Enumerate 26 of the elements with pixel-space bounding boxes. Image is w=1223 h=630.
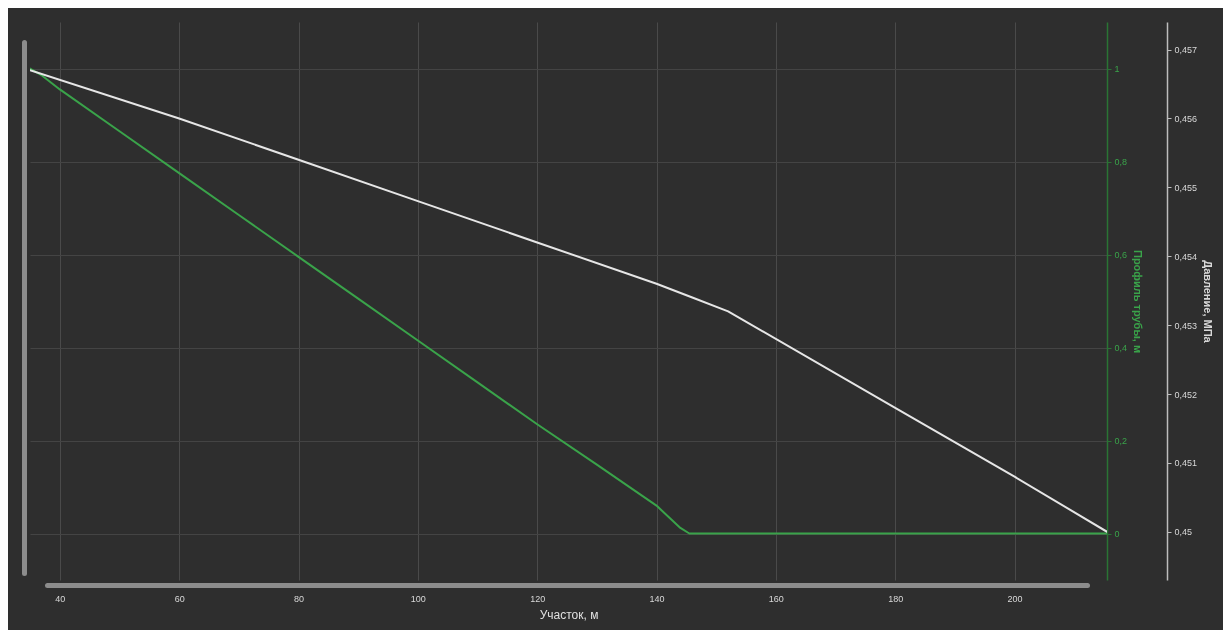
x-tick-label: 200 <box>1007 593 1023 604</box>
y2-tick-label: 0,456 <box>1174 113 1198 124</box>
x-tick-label: 100 <box>410 593 426 604</box>
y2-tick-label: 0,45 <box>1174 527 1193 538</box>
x-tick-label: 120 <box>530 593 546 604</box>
y2-tick-label: 0,453 <box>1174 320 1198 331</box>
x-tick-label: 160 <box>768 593 784 604</box>
x-tick-label: 80 <box>294 593 305 604</box>
y2-tick-label: 0,455 <box>1174 182 1198 193</box>
y2-tick-label: 0,457 <box>1174 45 1198 56</box>
y2-tick-label: 0,454 <box>1174 251 1198 262</box>
y2-tick-label: 0,451 <box>1174 458 1198 469</box>
y-tick-label: 0,4 <box>1114 343 1128 353</box>
y-axis-title: Профиль трубы, м <box>1132 249 1145 354</box>
x-axis-title: Участок, м <box>539 607 599 622</box>
y-tick-label: 0,6 <box>1114 250 1128 260</box>
y2-axis-title: Давление, МПа <box>1202 260 1215 344</box>
y2-tick-label: 0,452 <box>1174 389 1198 400</box>
y-tick-label: 0,8 <box>1114 157 1128 167</box>
x-tick-label: 60 <box>174 593 185 604</box>
y-tick-label: 0 <box>1114 529 1120 539</box>
y-tick-label: 0,2 <box>1114 436 1128 446</box>
x-tick-label: 140 <box>649 593 665 604</box>
y-tick-label: 1 <box>1114 64 1120 74</box>
x-tick-label: 40 <box>55 593 66 604</box>
x-tick-label: 180 <box>888 593 904 604</box>
